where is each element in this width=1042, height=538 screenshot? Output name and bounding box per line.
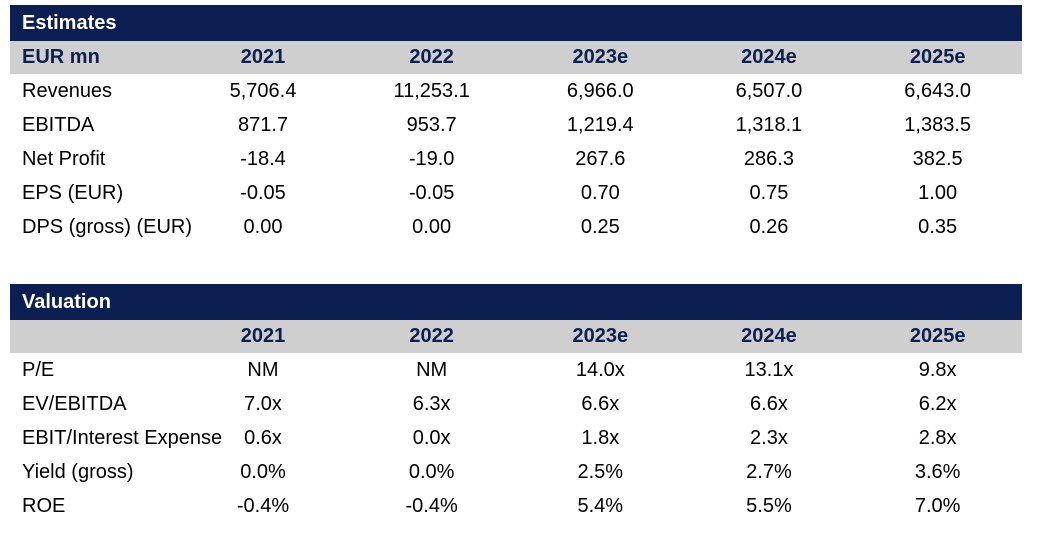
cell-value: 871.7 (237, 113, 289, 136)
cell-value: 0.00 (412, 215, 452, 238)
cell-value: 382.5 (912, 147, 963, 170)
valuation-unit-label (10, 320, 179, 353)
cell-value: 0.35 (918, 215, 958, 238)
cell-value: NM (247, 358, 279, 381)
cell-value: 953.7 (406, 113, 457, 136)
valuation-title-row: Valuation (10, 284, 1022, 320)
cell-value: 2.3x (750, 426, 788, 449)
cell-value: 2.7% (746, 460, 792, 483)
column-header: 2024e (684, 320, 854, 353)
cell-value: 0.70 (580, 181, 620, 204)
cell-value: 3.6% (914, 460, 961, 483)
row-label: EV/EBITDA (22, 392, 127, 415)
cell-value: 0.25 (580, 215, 620, 238)
cell-value: 6,966.0 (566, 79, 634, 102)
row-label: DPS (gross) (EUR) (22, 215, 193, 238)
cell-value: -19.0 (408, 147, 455, 170)
cell-value: 1.00 (918, 181, 958, 204)
cell-value: 7.0x (244, 392, 282, 415)
cell-value: 0.0% (240, 460, 286, 483)
cell-value: 7.0% (914, 494, 961, 517)
cell-value: -0.05 (408, 181, 455, 204)
cell-value: 0.00 (243, 215, 283, 238)
table-row: EBITDA 871.7 953.7 1,219.4 1,318.1 1,383… (10, 108, 1022, 142)
cell-value: 5,706.4 (229, 79, 297, 102)
cell-value: -18.4 (240, 147, 286, 170)
cell-value: -0.4% (405, 494, 458, 517)
row-label: EBIT/Interest Expense (22, 426, 223, 449)
row-label: Revenues (22, 79, 113, 102)
table-row: Net Profit -18.4 -19.0 267.6 286.3 382.5 (10, 142, 1022, 176)
cell-value: -0.05 (240, 181, 286, 204)
cell-value: 1,219.4 (566, 113, 634, 136)
valuation-header-row: 2021 2022 2023e 2024e 2025e (10, 320, 1022, 353)
estimates-title-row: Estimates (10, 5, 1022, 41)
valuation-table: Valuation 2021 2022 2023e 2024e 2025e P/… (10, 284, 1022, 523)
table-row: Yield (gross) 0.0% 0.0% 2.5% 2.7% 3.6% (10, 455, 1022, 489)
cell-value: 5.4% (577, 494, 624, 517)
cell-value: 0.75 (749, 181, 789, 204)
cell-value: 6.3x (412, 392, 451, 415)
cell-value: 2.8x (918, 426, 957, 449)
table-row: P/E NM NM 14.0x 13.1x 9.8x (10, 353, 1022, 387)
cell-value: 13.1x (744, 358, 794, 381)
cell-value: 1,318.1 (735, 113, 803, 136)
column-header: 2024e (684, 41, 854, 74)
cell-value: 6,507.0 (735, 79, 803, 102)
column-header: 2025e (853, 320, 1022, 353)
cell-value: 0.0x (412, 426, 451, 449)
column-header: 2023e (515, 320, 685, 353)
cell-value: 0.0% (408, 460, 455, 483)
cell-value: NM (416, 358, 448, 381)
table-row: EPS (EUR) -0.05 -0.05 0.70 0.75 1.00 (10, 176, 1022, 210)
table-row: EV/EBITDA 7.0x 6.3x 6.6x 6.6x 6.2x (10, 387, 1022, 421)
cell-value: 267.6 (575, 147, 626, 170)
table-row: EBIT/Interest Expense 0.6x 0.0x 1.8x 2.3… (10, 421, 1022, 455)
column-header: 2023e (515, 41, 685, 74)
column-header: 2022 (347, 41, 516, 74)
cell-value: 1,383.5 (904, 113, 971, 136)
estimates-header-row: EUR mn 2021 2022 2023e 2024e 2025e (10, 41, 1022, 74)
table-row: ROE -0.4% -0.4% 5.4% 5.5% 7.0% (10, 489, 1022, 523)
column-header: 2025e (853, 41, 1022, 74)
cell-value: 6.6x (581, 392, 620, 415)
valuation-title: Valuation (10, 284, 1022, 320)
cell-value: 5.5% (746, 494, 792, 517)
estimates-title: Estimates (10, 5, 1022, 41)
estimates-table: Estimates EUR mn 2021 2022 2023e 2024e 2… (10, 5, 1022, 244)
cell-value: 11,253.1 (393, 79, 470, 102)
cell-value: 14.0x (575, 358, 625, 381)
table-row: DPS (gross) (EUR) 0.00 0.00 0.25 0.26 0.… (10, 210, 1022, 244)
row-label: EPS (EUR) (22, 181, 124, 204)
table-row: Revenues 5,706.4 11,253.1 6,966.0 6,507.… (10, 74, 1022, 108)
cell-value: 6,643.0 (904, 79, 971, 102)
row-label: Yield (gross) (22, 460, 134, 483)
column-header: 2022 (347, 320, 516, 353)
cell-value: 2.5% (577, 460, 624, 483)
row-label: P/E (22, 358, 55, 381)
column-header: 2021 (178, 320, 348, 353)
cell-value: 6.2x (918, 392, 957, 415)
cell-value: 0.26 (749, 215, 789, 238)
row-label: ROE (22, 494, 66, 517)
estimates-unit-label: EUR mn (10, 41, 179, 74)
row-label: Net Profit (22, 147, 106, 170)
column-header: 2021 (178, 41, 348, 74)
row-label: EBITDA (22, 113, 95, 136)
cell-value: 286.3 (743, 147, 794, 170)
cell-value: 9.8x (918, 358, 957, 381)
cell-value: 6.6x (750, 392, 788, 415)
cell-value: 0.6x (244, 426, 282, 449)
cell-value: 1.8x (581, 426, 620, 449)
cell-value: -0.4% (236, 494, 290, 517)
